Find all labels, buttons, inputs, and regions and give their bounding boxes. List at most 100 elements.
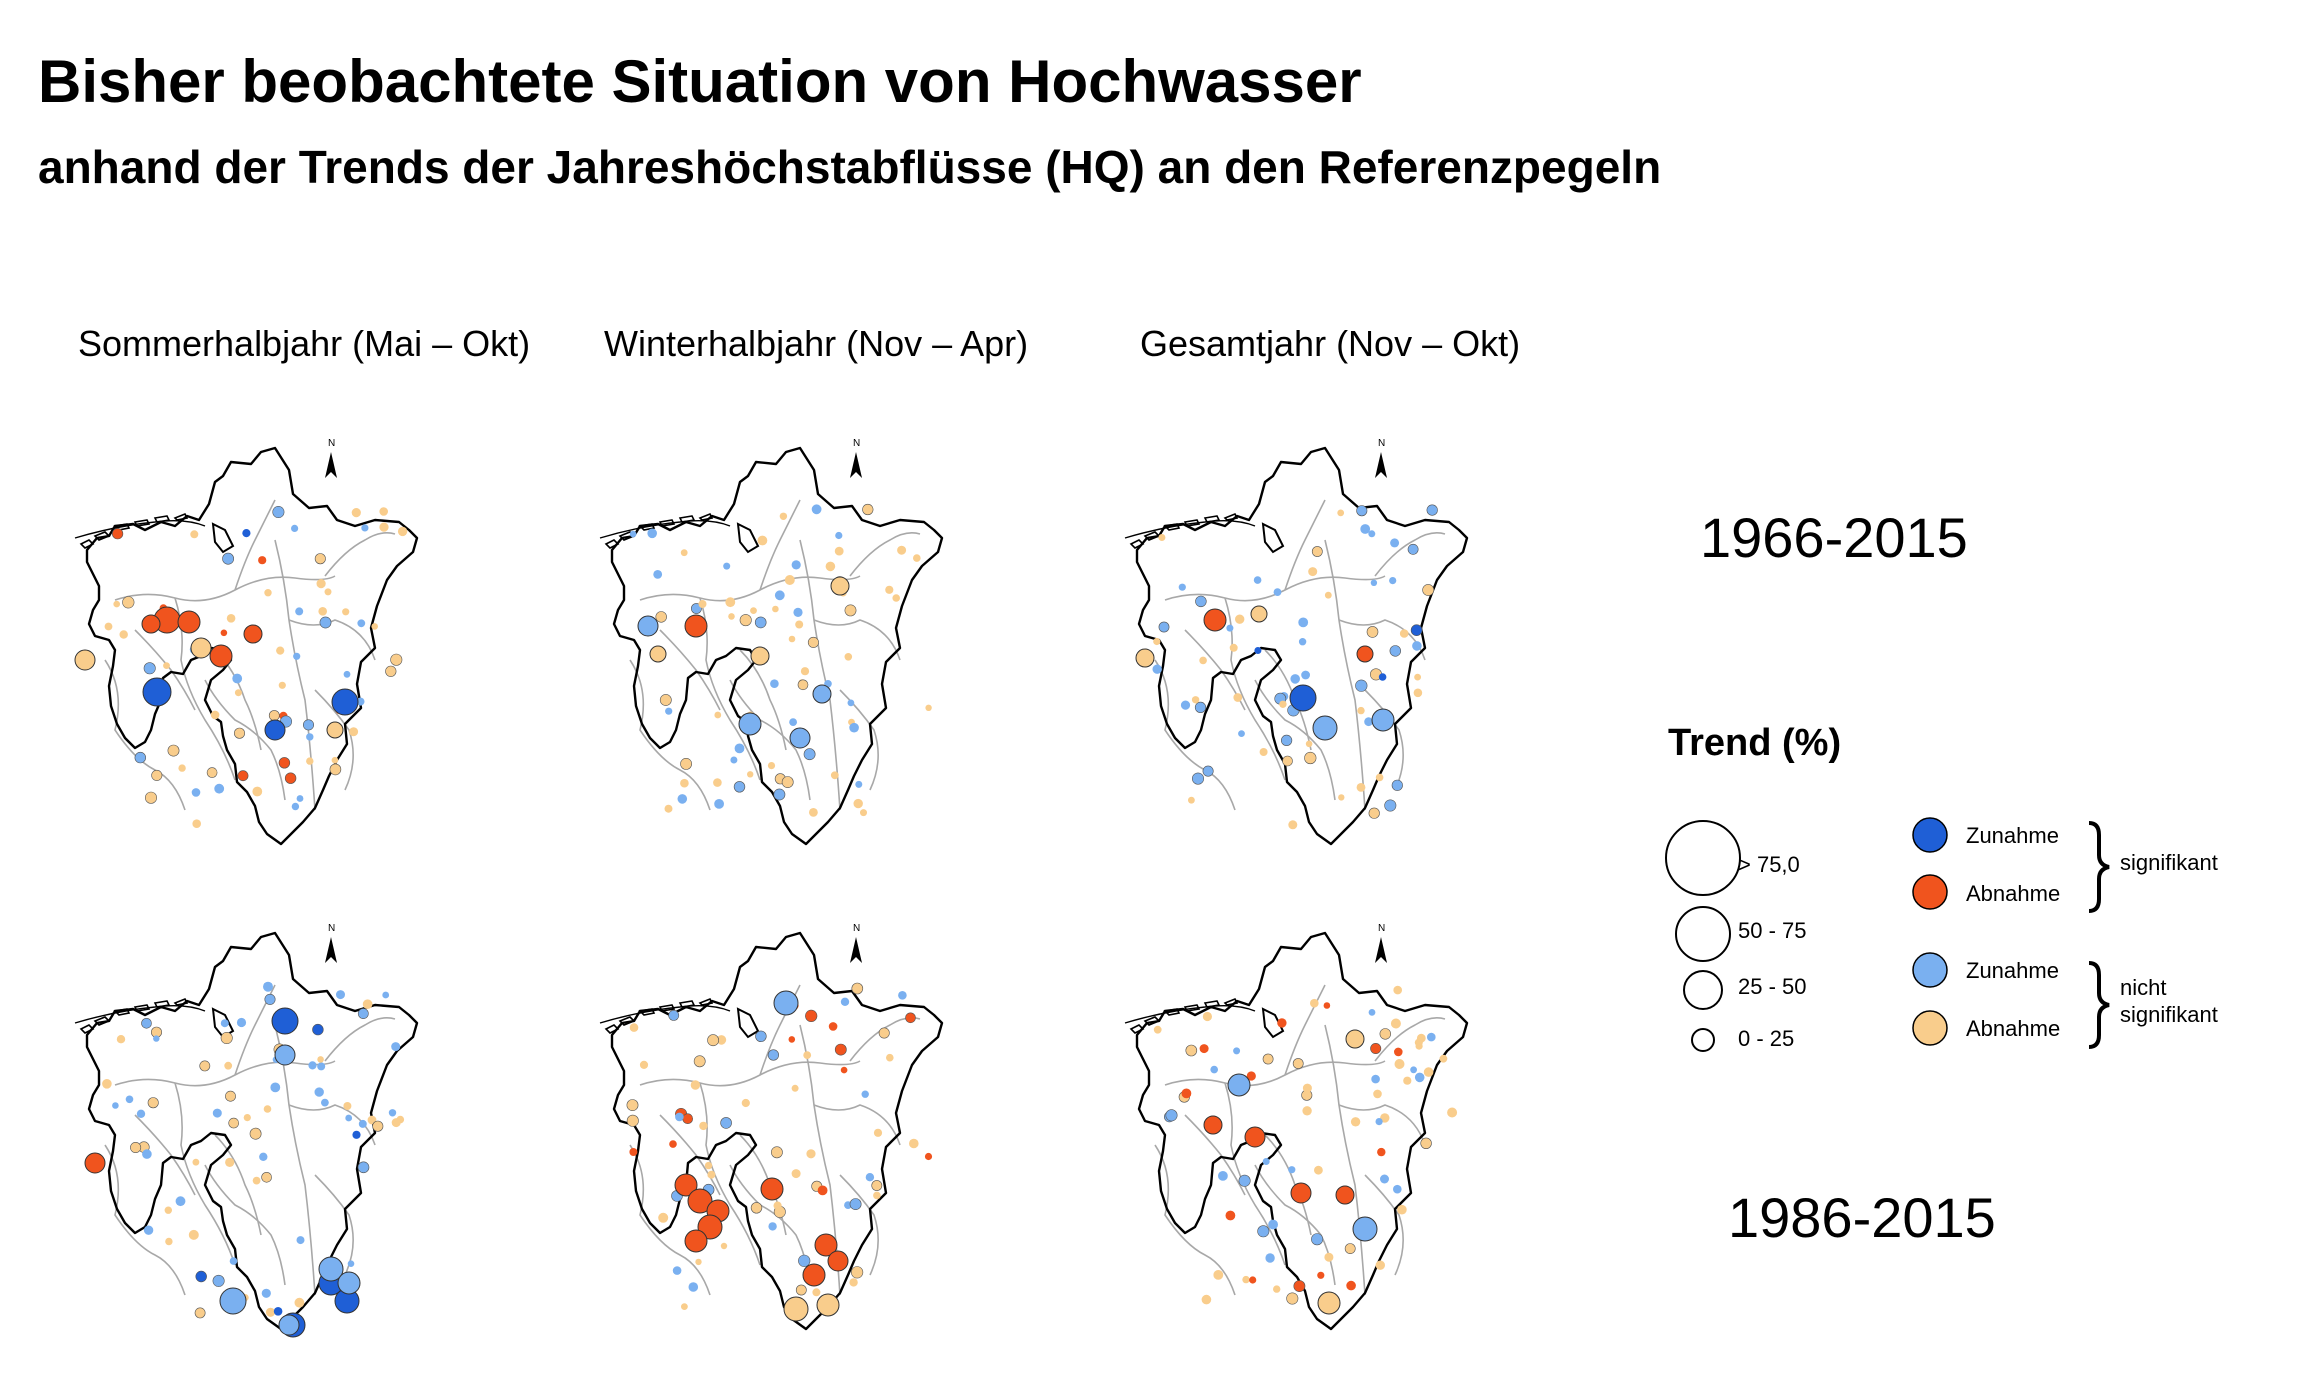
station-marker bbox=[347, 1260, 355, 1267]
station-marker bbox=[886, 1053, 894, 1062]
station-marker bbox=[1311, 546, 1323, 557]
station-marker bbox=[1312, 715, 1338, 741]
region-outline bbox=[1135, 931, 1469, 1331]
station-marker bbox=[789, 718, 797, 726]
station-marker bbox=[1185, 1044, 1198, 1057]
station-marker bbox=[812, 684, 832, 704]
station-marker bbox=[626, 1099, 639, 1111]
station-marker bbox=[1181, 1088, 1192, 1099]
station-marker bbox=[316, 579, 326, 589]
station-marker bbox=[116, 1035, 126, 1044]
station-marker bbox=[779, 512, 788, 520]
station-marker bbox=[1368, 530, 1376, 538]
station-marker bbox=[851, 1266, 864, 1279]
station-marker bbox=[1238, 1174, 1251, 1187]
north-arrow-head bbox=[850, 937, 862, 963]
station-marker bbox=[830, 576, 850, 596]
map-svg: N bbox=[599, 438, 944, 846]
island-outline bbox=[698, 997, 714, 1006]
station-marker bbox=[626, 1114, 639, 1127]
station-marker bbox=[1289, 684, 1317, 712]
column-heading-winter: Winterhalbjahr (Nov – Apr) bbox=[604, 323, 1029, 364]
legend-braces bbox=[2088, 821, 2110, 1049]
north-arrow-head bbox=[325, 937, 337, 963]
station-marker bbox=[242, 529, 251, 538]
station-marker bbox=[296, 1236, 305, 1245]
station-marker bbox=[165, 1237, 173, 1246]
station-marker bbox=[1337, 509, 1345, 517]
station-marker bbox=[690, 1080, 701, 1090]
station-marker bbox=[768, 1222, 777, 1231]
river-line bbox=[699, 597, 761, 781]
north-arrow-icon: N bbox=[1375, 438, 1387, 478]
station-marker bbox=[1346, 1280, 1356, 1291]
legend-symbol-nonsig-increase bbox=[1912, 952, 1948, 988]
river-line bbox=[759, 499, 801, 591]
station-marker bbox=[1403, 1076, 1412, 1085]
station-marker bbox=[684, 1229, 708, 1253]
station-marker bbox=[725, 597, 736, 608]
north-arrow-label: N bbox=[328, 438, 335, 449]
station-marker bbox=[225, 1090, 236, 1102]
station-marker bbox=[1356, 645, 1374, 663]
station-marker bbox=[1298, 617, 1309, 628]
station-marker bbox=[130, 1142, 142, 1154]
station-marker bbox=[1317, 1291, 1341, 1315]
bay-outline bbox=[1261, 1007, 1285, 1039]
station-marker bbox=[675, 1112, 684, 1122]
station-marker bbox=[734, 743, 745, 754]
station-marker bbox=[1191, 696, 1200, 704]
station-marker bbox=[314, 553, 326, 565]
map-layer: N bbox=[74, 923, 419, 1338]
station-marker bbox=[1229, 643, 1238, 652]
station-marker bbox=[747, 771, 754, 778]
station-marker bbox=[755, 1030, 767, 1043]
station-marker bbox=[1412, 641, 1422, 651]
north-arrow-icon: N bbox=[850, 438, 862, 478]
station-marker bbox=[134, 751, 147, 764]
station-marker bbox=[1345, 1029, 1365, 1049]
legend-symbol-sig-decrease bbox=[1912, 874, 1948, 910]
river-line bbox=[813, 619, 901, 661]
river-line bbox=[104, 659, 186, 811]
station-marker bbox=[1213, 1270, 1224, 1280]
station-marker bbox=[1192, 772, 1205, 785]
river-line bbox=[1224, 597, 1286, 781]
station-marker bbox=[263, 1105, 272, 1113]
river-line bbox=[799, 539, 841, 811]
island-outline bbox=[1163, 523, 1181, 531]
station-marker bbox=[358, 1119, 367, 1128]
station-marker bbox=[278, 1314, 300, 1336]
station-marker bbox=[1375, 1118, 1383, 1126]
station-marker bbox=[1389, 645, 1401, 657]
station-marker bbox=[331, 688, 359, 716]
station-marker bbox=[1288, 1166, 1296, 1174]
station-marker bbox=[397, 526, 408, 537]
station-marker bbox=[1235, 614, 1245, 624]
station-marker bbox=[1439, 1054, 1448, 1063]
station-marker bbox=[851, 982, 864, 995]
station-marker bbox=[225, 1157, 235, 1167]
station-marker bbox=[142, 677, 172, 707]
station-marker bbox=[1371, 1074, 1380, 1084]
station-marker bbox=[789, 727, 811, 749]
station-marker bbox=[337, 1271, 361, 1295]
station-marker bbox=[1210, 1065, 1218, 1074]
station-marker bbox=[264, 719, 286, 741]
station-marker bbox=[739, 614, 752, 627]
station-marker bbox=[321, 1098, 329, 1107]
station-marker bbox=[905, 1012, 916, 1024]
station-marker bbox=[791, 1169, 801, 1179]
station-marker bbox=[1273, 1285, 1281, 1293]
river-line bbox=[214, 1134, 262, 1236]
station-marker bbox=[351, 508, 361, 518]
station-marker bbox=[1350, 1117, 1361, 1127]
island-outline bbox=[604, 539, 620, 549]
station-marker bbox=[1268, 1219, 1278, 1230]
island-outline bbox=[678, 515, 696, 523]
station-marker bbox=[865, 1173, 875, 1182]
station-marker bbox=[803, 1051, 812, 1059]
station-marker bbox=[1262, 1158, 1270, 1165]
island-outline bbox=[1129, 1024, 1145, 1034]
station-marker bbox=[1259, 748, 1268, 756]
